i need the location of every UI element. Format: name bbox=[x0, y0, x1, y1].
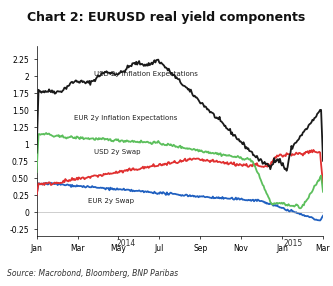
Text: 2014: 2014 bbox=[117, 239, 136, 248]
Text: USD 2y Swap: USD 2y Swap bbox=[94, 149, 140, 155]
Text: USD 2y Inflation Expectations: USD 2y Inflation Expectations bbox=[94, 71, 197, 77]
Text: Source: Macrobond, Bloomberg, BNP Paribas: Source: Macrobond, Bloomberg, BNP Pariba… bbox=[7, 269, 178, 278]
Text: EUR 2y Swap: EUR 2y Swap bbox=[88, 198, 134, 204]
Text: EUR 2y Inflation Expectations: EUR 2y Inflation Expectations bbox=[74, 116, 177, 122]
Text: 2015: 2015 bbox=[283, 239, 303, 248]
Text: Chart 2: EURUSD real yield components: Chart 2: EURUSD real yield components bbox=[27, 11, 306, 24]
